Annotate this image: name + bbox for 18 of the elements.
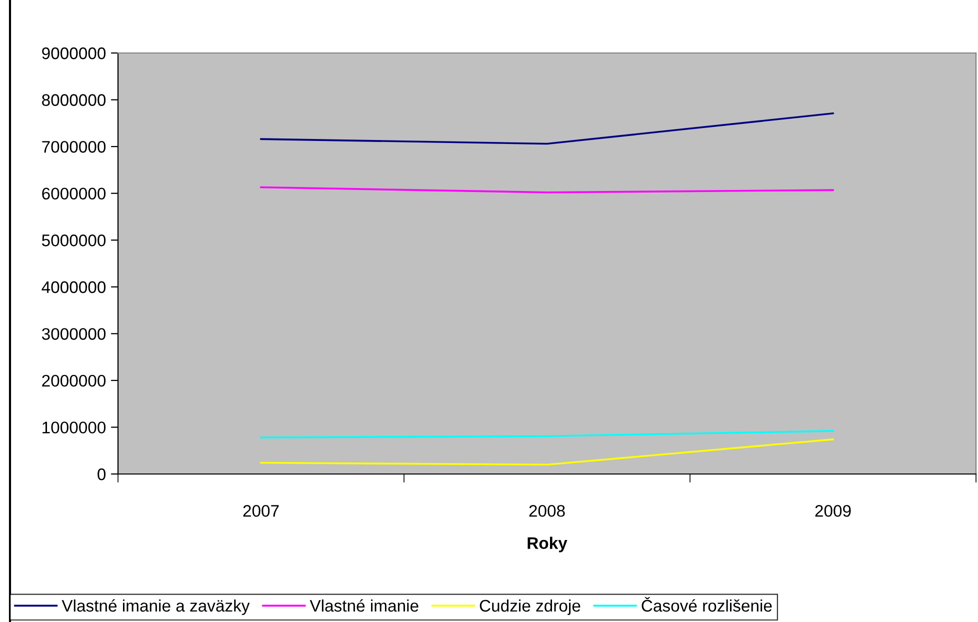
- y-tick-label: 5000000: [42, 234, 106, 246]
- y-tick-label: 3000000: [42, 328, 106, 340]
- y-tick-label: 9000000: [42, 47, 106, 60]
- x-tick-label: 2008: [529, 504, 565, 517]
- y-tick-label: 4000000: [42, 281, 106, 294]
- x-tick-label: 2009: [815, 504, 851, 517]
- x-tick-label: 2007: [243, 504, 279, 517]
- legend-label: Vlastné imanie: [310, 599, 418, 612]
- legend-label: Vlastné imanie a zaväzky: [62, 599, 250, 615]
- y-tick-label: 6000000: [42, 188, 106, 200]
- x-axis-title: Roky: [528, 536, 568, 552]
- y-tick-label: 8000000: [42, 94, 106, 106]
- y-tick-label: 1000000: [42, 422, 106, 434]
- y-tick-label: 0: [98, 468, 106, 480]
- y-tick-label: 7000000: [42, 140, 106, 153]
- legend-label: Časové rozlišenie: [642, 596, 772, 612]
- y-tick-label: 2000000: [42, 374, 106, 387]
- legend-label: Cudzie zdroje: [480, 599, 580, 615]
